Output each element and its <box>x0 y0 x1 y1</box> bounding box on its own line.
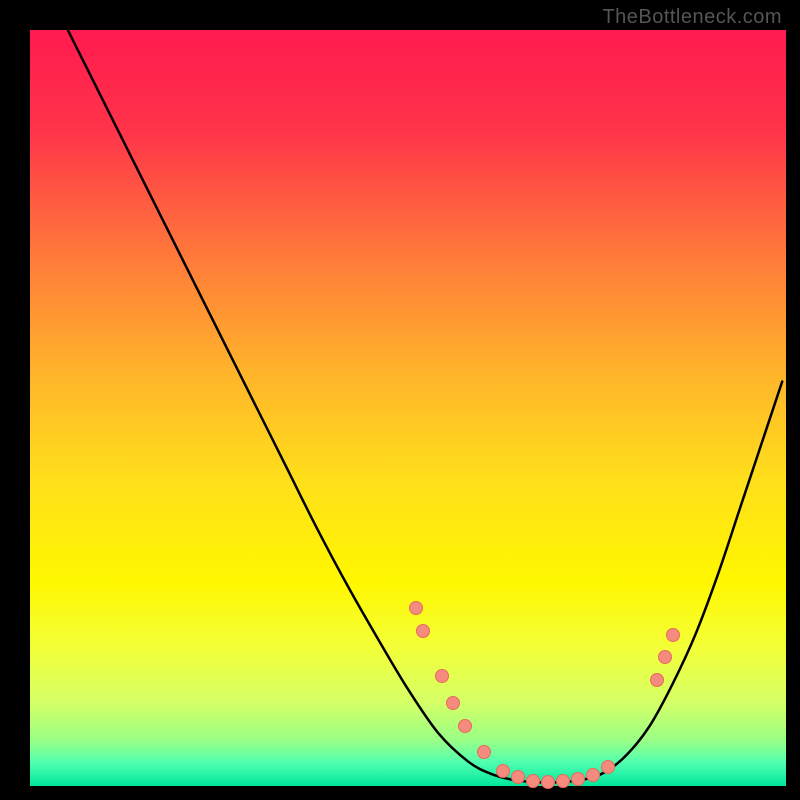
chart-marker <box>526 774 540 788</box>
chart-marker <box>446 696 460 710</box>
chart-marker <box>496 764 510 778</box>
chart-marker <box>416 624 430 638</box>
chart-marker <box>586 768 600 782</box>
chart-marker <box>458 719 472 733</box>
chart-marker <box>409 601 423 615</box>
chart-curve <box>64 22 782 782</box>
chart-marker <box>435 669 449 683</box>
chart-marker <box>556 774 570 788</box>
chart-marker <box>601 760 615 774</box>
chart-marker <box>650 673 664 687</box>
chart-svg-layer <box>30 30 786 786</box>
watermark-text: TheBottleneck.com <box>602 6 782 29</box>
chart-marker <box>477 745 491 759</box>
chart-marker <box>666 628 680 642</box>
chart-marker <box>571 772 585 786</box>
chart-marker <box>541 775 555 789</box>
chart-marker <box>511 770 525 784</box>
chart-plot-area <box>30 30 786 786</box>
chart-marker <box>658 650 672 664</box>
